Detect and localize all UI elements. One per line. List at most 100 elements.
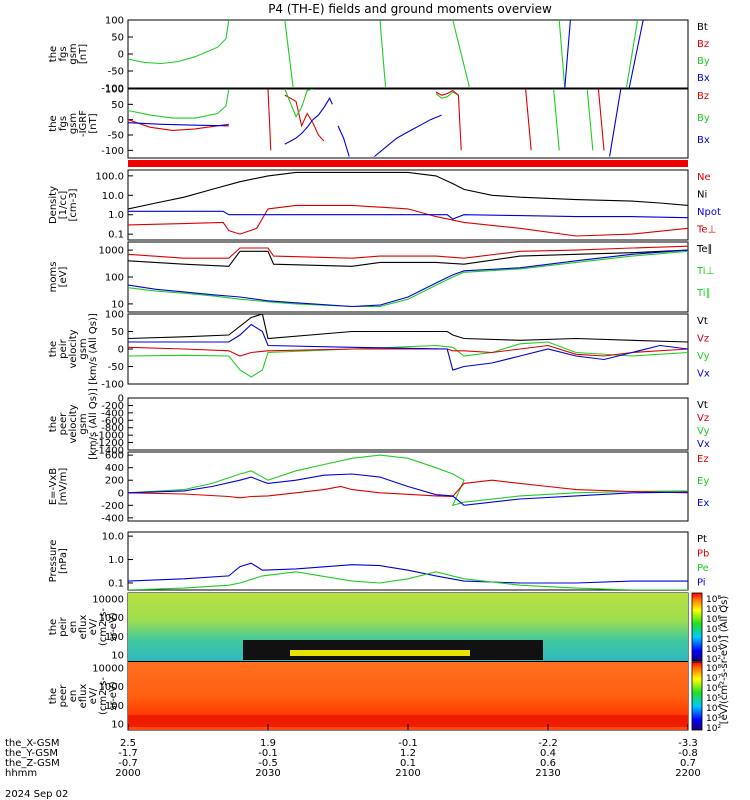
y-tick-label: 1.0: [108, 210, 124, 221]
y-axis-label: velocity: [68, 329, 79, 368]
series-bx: [609, 89, 622, 157]
colorbar-label: [eV/(cm²-s-sr-eV)] (All Qs): [719, 596, 730, 725]
time-axis-value: 2000: [115, 768, 140, 779]
time-axis-value: 0.7: [680, 758, 696, 769]
y-tick-label: 50: [111, 100, 124, 111]
legend-bx: Bx: [697, 135, 710, 146]
y-tick-label: 10.0: [102, 532, 124, 543]
time-axis-value: -2.2: [538, 738, 558, 749]
y-axis-label: (cm2-s-: [98, 677, 109, 715]
y-tick-label: 1.0: [108, 555, 124, 566]
y-tick-label: 10.0: [102, 191, 124, 202]
y-axis-label: [nT]: [88, 113, 99, 133]
y-tick-label: -100: [101, 380, 124, 391]
series-by: [553, 89, 560, 151]
series-bz: [267, 89, 272, 151]
colorbar-tick-label: 10⁴: [706, 635, 721, 645]
panel-frame: [127, 19, 689, 89]
y-tick-label: 0: [118, 115, 124, 126]
y-tick-label: 1000: [99, 682, 124, 693]
y-tick-label: 100: [105, 85, 124, 96]
legend-ey: Ey: [697, 476, 709, 487]
y-tick-label: -200: [101, 401, 124, 412]
legend-npot: Npot: [697, 207, 721, 218]
y-axis-label: [km/s (All Qs)]: [88, 388, 99, 460]
series-bx: [337, 125, 350, 157]
y-axis-label: the: [48, 688, 59, 704]
legend-pb: Pb: [697, 549, 709, 560]
panel-peir_velocity: 100 50 0 -50 -100 the peir velocity gsm [km/s (Al…: [48, 310, 710, 391]
legend-te∥: Te∥: [696, 244, 713, 255]
legend-ez: Ez: [697, 454, 709, 465]
y-tick-label: 100: [105, 310, 124, 321]
colorbar-tick-label: 10⁸: [706, 595, 721, 605]
series-ey: [128, 454, 688, 507]
y-axis-label: [cm-3]: [68, 188, 79, 221]
time-axis-value: 0.6: [540, 758, 556, 769]
y-tick-label: 100: [105, 273, 124, 284]
time-axis-value: 2130: [535, 768, 560, 779]
series-ti∥: [128, 249, 688, 308]
y-tick-label: 0: [118, 394, 124, 405]
series-pi: [128, 562, 688, 584]
time-axis-value: 1.9: [260, 738, 276, 749]
time-axis-value: -0.7: [118, 758, 138, 769]
legend-by: By: [697, 113, 710, 124]
y-tick-label: 100: [105, 16, 124, 27]
panel-density: 100.0 10.0 1.0 0.1 Density [1/cc] [cm-3] Ne Ni Np…: [48, 169, 721, 241]
legend-ne: Ne: [697, 172, 711, 183]
y-axis-label: [km/s (All Qs)]: [88, 313, 99, 385]
y-axis-label: the: [48, 619, 59, 635]
legend-vt: Vt: [697, 316, 708, 327]
time-axis-value: -1.7: [118, 748, 138, 759]
y-tick-label: -1200: [95, 438, 124, 449]
legend-ti⊥: Ti⊥: [696, 266, 714, 277]
time-axis-value: 2100: [395, 768, 420, 779]
series-pe: [128, 571, 688, 590]
series-by: [284, 20, 294, 88]
time-axis-value: -0.1: [258, 748, 278, 759]
y-tick-label: 10000: [92, 595, 124, 606]
y-tick-label: 1000: [99, 613, 124, 624]
y-axis-label: [eV]: [58, 267, 69, 288]
y-axis-label: fgs: [58, 116, 69, 131]
colorbar-peir: [691, 592, 703, 662]
y-axis-label: gsm: [68, 113, 79, 134]
chart-title: P4 (TH-E) fields and ground moments over…: [268, 2, 552, 16]
series-bx: [284, 97, 333, 145]
y-tick-label: -600: [101, 416, 124, 427]
legend-ni: Ni: [697, 190, 707, 201]
series-bx: [628, 20, 644, 88]
y-axis-label: [nT]: [78, 44, 89, 64]
time-axis-value: -0.5: [258, 758, 278, 769]
time-axis-row-label: the_Z-GSM: [5, 758, 60, 769]
colorbar-tick-label: 10⁶: [706, 684, 721, 694]
y-tick-label: 50: [111, 327, 124, 338]
colorbar-tick-label: 10⁵: [706, 625, 721, 635]
colorbar-peer: [691, 661, 703, 731]
legend-bz: Bz: [697, 39, 709, 50]
y-tick-label: 100.0: [95, 171, 124, 182]
y-tick-label: 600: [105, 451, 124, 462]
series-by: [284, 89, 313, 118]
panel-fgs_gsm_igrf: 100 50 0 -50 -100 the fgs gsm -IGRF [nT] Bz By Bx: [48, 85, 710, 159]
series-by: [452, 20, 471, 88]
series-bz: [597, 89, 605, 151]
panel-frame: [127, 169, 689, 241]
y-tick-label: 10000: [92, 664, 124, 675]
y-axis-label: -IGRF: [78, 110, 89, 137]
y-axis-label: sr-eV): [108, 681, 119, 710]
colorbar-tick-label: 10²: [706, 724, 721, 734]
y-tick-label: -50: [108, 67, 124, 78]
y-tick-label: 400: [105, 463, 124, 474]
y-axis-label: the: [48, 416, 59, 432]
legend-vx: Vx: [697, 369, 710, 380]
legend-te⊥: Te⊥: [696, 225, 716, 236]
series-bx: [564, 20, 571, 88]
panel-frame: [127, 451, 689, 522]
series-by: [435, 91, 459, 99]
series-ez: [128, 479, 688, 499]
colorbar-tick-label: 10⁷: [706, 674, 721, 684]
colorbar-tick-label: 10²: [706, 655, 721, 665]
y-axis-label: velocity: [68, 404, 79, 443]
